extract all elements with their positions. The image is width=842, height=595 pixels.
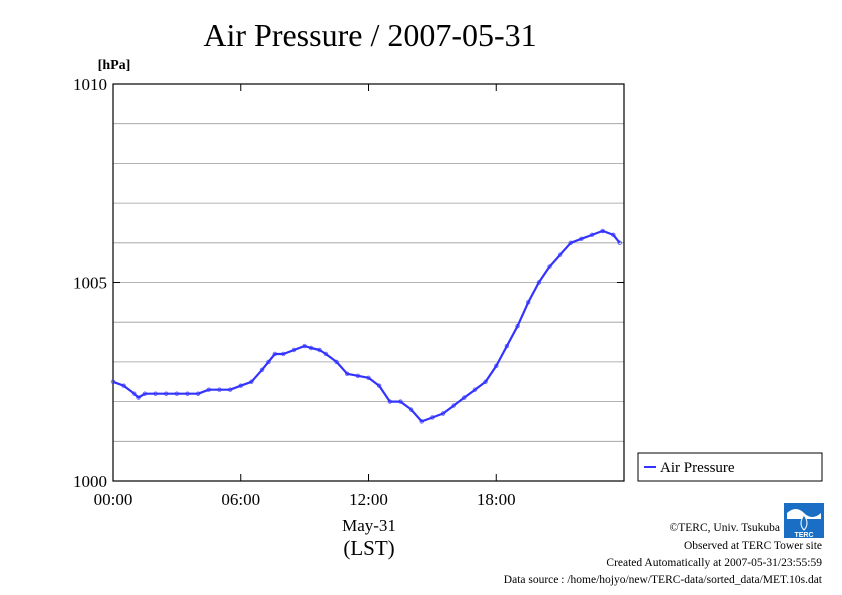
data-point bbox=[611, 232, 616, 238]
data-point bbox=[483, 379, 488, 384]
data-point bbox=[579, 236, 584, 242]
data-point bbox=[217, 387, 222, 392]
data-point bbox=[259, 367, 265, 373]
x-axis-date-label: May-31 bbox=[342, 516, 396, 535]
y-tick-label: 1000 bbox=[73, 472, 107, 491]
data-point bbox=[525, 300, 531, 305]
x-axis-timezone-label: (LST) bbox=[343, 536, 394, 560]
data-point bbox=[302, 343, 307, 349]
data-point bbox=[153, 391, 158, 396]
data-point bbox=[291, 347, 297, 353]
y-unit-label: [hPa] bbox=[98, 58, 131, 73]
data-point bbox=[323, 351, 329, 357]
data-point bbox=[195, 391, 201, 396]
data-point bbox=[334, 359, 339, 365]
data-point bbox=[617, 240, 622, 245]
data-point bbox=[206, 387, 212, 392]
data-point bbox=[136, 395, 141, 400]
data-point bbox=[227, 387, 233, 392]
data-point bbox=[589, 232, 595, 238]
data-point bbox=[317, 347, 322, 353]
footer-copyright: ©TERC, Univ. Tsukuba bbox=[670, 522, 780, 534]
logo-text: TERC bbox=[794, 532, 813, 539]
data-point bbox=[345, 371, 350, 377]
data-point bbox=[462, 395, 467, 400]
data-point bbox=[376, 383, 382, 388]
data-point bbox=[249, 379, 254, 384]
data-point bbox=[266, 359, 271, 365]
series-group bbox=[110, 228, 622, 424]
data-point bbox=[472, 387, 478, 392]
legend-label: Air Pressure bbox=[660, 460, 735, 476]
data-point bbox=[387, 399, 392, 404]
series-line-air-pressure bbox=[112, 229, 621, 423]
x-tick-label: 12:00 bbox=[349, 490, 388, 509]
data-point bbox=[504, 343, 510, 349]
chart-title: Air Pressure / 2007-05-31 bbox=[203, 17, 536, 53]
data-point bbox=[281, 351, 286, 357]
data-point bbox=[142, 391, 148, 396]
data-point bbox=[355, 373, 361, 378]
legend-box bbox=[637, 452, 823, 482]
data-point bbox=[600, 228, 605, 234]
data-point bbox=[547, 264, 552, 269]
data-point bbox=[398, 399, 403, 404]
data-point bbox=[308, 345, 314, 351]
grid bbox=[113, 123, 624, 442]
data-point bbox=[536, 280, 542, 285]
data-point bbox=[366, 375, 371, 380]
data-point bbox=[568, 240, 573, 245]
data-point bbox=[110, 379, 116, 384]
y-tick-label: 1005 bbox=[73, 274, 107, 293]
legend: Air Pressure bbox=[637, 452, 823, 482]
data-point bbox=[419, 419, 424, 424]
data-point bbox=[132, 391, 137, 396]
x-tick-label: 18:00 bbox=[477, 490, 516, 509]
data-point bbox=[557, 252, 563, 257]
data-point bbox=[185, 391, 190, 396]
data-point bbox=[238, 383, 243, 388]
axis-ticks: 1000 1005 1010 00:00 06:00 12:00 18:00 bbox=[73, 75, 624, 509]
data-point bbox=[440, 411, 446, 416]
data-point bbox=[408, 407, 414, 412]
x-tick-label: 00:00 bbox=[94, 490, 133, 509]
data-point bbox=[515, 323, 520, 329]
data-point bbox=[272, 351, 278, 357]
data-point bbox=[164, 391, 169, 396]
x-tick-label: 06:00 bbox=[221, 490, 260, 509]
data-point bbox=[174, 391, 180, 396]
data-point bbox=[494, 363, 499, 369]
terc-logo: TERC bbox=[784, 503, 824, 539]
footer-source: Data source : /home/hojyo/new/TERC-data/… bbox=[504, 574, 823, 586]
data-point bbox=[430, 415, 435, 420]
data-point bbox=[121, 383, 126, 388]
y-tick-label: 1010 bbox=[73, 75, 107, 94]
footer-observed: Observed at TERC Tower site bbox=[684, 540, 822, 552]
footer-created: Created Automatically at 2007-05-31/23:5… bbox=[606, 557, 822, 569]
data-point bbox=[451, 403, 456, 408]
